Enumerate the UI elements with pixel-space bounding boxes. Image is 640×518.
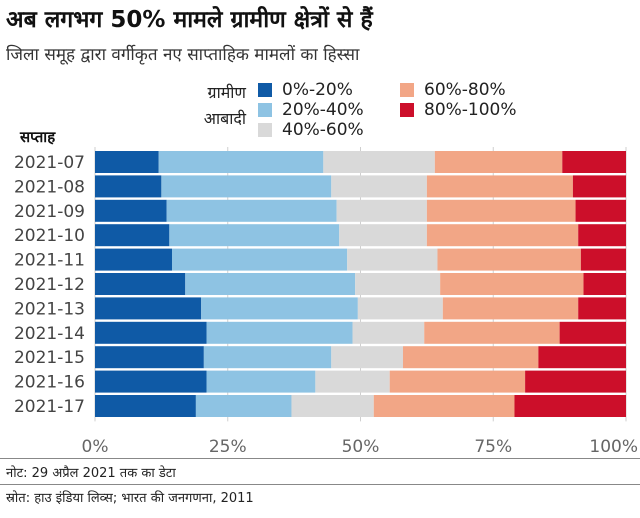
bar-segment-80-100 (572, 175, 626, 198)
bar-segment-60-80 (434, 151, 563, 173)
legend-title-line2: आबादी (203, 109, 246, 128)
y-axis-title: सप्ताह (20, 128, 56, 146)
bar-segment-40-60 (339, 224, 427, 247)
y-tick-label: 2021-15 (14, 348, 85, 368)
bar-segment-80-100 (583, 273, 626, 295)
bar-segment-40-60 (336, 199, 427, 222)
chart-note: नोट: 29 अप्रैल 2021 तक का डेटा (6, 466, 176, 481)
bar-segment-60-80 (373, 395, 515, 417)
legend-swatch (400, 83, 414, 97)
y-tick-label: 2021-08 (14, 177, 85, 197)
bar-segment-80-100 (514, 395, 626, 417)
bar-segment-20-40 (195, 395, 292, 417)
y-tick-label: 2021-16 (14, 373, 85, 393)
bar-segment-40-60 (323, 151, 435, 173)
chart-subtitle: जिला समूह द्वारा वर्गीकृत नए साप्ताहिक म… (6, 45, 360, 65)
bar-segment-20-40 (161, 175, 332, 198)
x-tick-label: 25% (209, 437, 247, 457)
y-tick-label: 2021-14 (14, 324, 85, 344)
bar-segment-0-20 (95, 224, 170, 247)
bar-segment-20-40 (158, 151, 324, 173)
bar-segment-20-40 (185, 273, 356, 295)
bar-segment-0-20 (95, 346, 204, 369)
bar-segment-0-20 (95, 175, 162, 198)
legend-item-80-100: 80%-100% (400, 100, 517, 120)
legend-label: 80%-100% (424, 100, 517, 120)
legend-item-0-20: 0%-20% (258, 80, 353, 100)
x-tick-label: 50% (342, 437, 380, 457)
legend-swatch (400, 103, 414, 117)
legend-label: 20%-40% (282, 100, 364, 120)
legend-item-20-40: 20%-40% (258, 100, 364, 120)
y-tick-label: 2021-07 (14, 153, 85, 173)
bar-segment-40-60 (315, 370, 390, 393)
bar-segment-0-20 (95, 199, 167, 222)
bar-segment-60-80 (389, 370, 526, 393)
y-tick-label: 2021-13 (14, 299, 85, 319)
note-divider (0, 458, 640, 459)
legend-title: ग्रामीण आबादी (168, 80, 246, 132)
bar-segment-20-40 (206, 321, 353, 344)
bar-segment-20-40 (203, 346, 332, 369)
y-tick-label: 2021-12 (14, 275, 85, 295)
bar-segment-20-40 (206, 370, 316, 393)
bar-segment-80-100 (578, 224, 626, 247)
y-tick-label: 2021-10 (14, 226, 85, 246)
y-tick-label: 2021-11 (14, 251, 85, 271)
bar-segment-0-20 (95, 297, 202, 320)
bar-segment-80-100 (575, 199, 626, 222)
bar-segment-60-80 (442, 297, 579, 320)
x-tick-label: 75% (474, 437, 512, 457)
bar-segment-0-20 (95, 273, 186, 295)
legend-swatch (258, 103, 272, 117)
bar-segment-40-60 (331, 175, 427, 198)
legend-swatch (258, 83, 272, 97)
bar-segment-60-80 (437, 248, 581, 271)
bar-segment-0-20 (95, 248, 172, 271)
bar-segment-60-80 (426, 224, 579, 247)
y-tick-label: 2021-17 (14, 397, 85, 417)
chart-title: अब लगभग 50% मामले ग्रामीण क्षेत्रों से ह… (6, 7, 373, 33)
bar-segment-80-100 (578, 297, 626, 320)
legend-item-60-80: 60%-80% (400, 80, 506, 100)
legend-title-line1: ग्रामीण (207, 83, 246, 102)
bar-segment-60-80 (426, 199, 576, 222)
legend-label: 60%-80% (424, 80, 506, 100)
bar-segment-80-100 (538, 346, 626, 369)
bar-segment-80-100 (525, 370, 626, 393)
bar-segment-60-80 (424, 321, 560, 344)
bar-segment-40-60 (352, 321, 425, 344)
legend-label: 0%-20% (282, 80, 353, 100)
bar-segment-0-20 (95, 395, 196, 417)
bar-segment-40-60 (331, 346, 403, 369)
source-divider (0, 484, 640, 485)
bar-segment-40-60 (355, 273, 441, 295)
legend-item-40-60: 40%-60% (258, 120, 364, 140)
legend-swatch (258, 123, 272, 137)
bar-segment-0-20 (95, 370, 207, 393)
bar-segment-80-100 (562, 151, 626, 173)
bar-segment-80-100 (559, 321, 626, 344)
x-tick-label: 100% (589, 437, 638, 457)
bar-segment-60-80 (402, 346, 539, 369)
bar-segment-20-40 (201, 297, 358, 320)
bar-segment-0-20 (95, 151, 159, 173)
bar-segment-80-100 (580, 248, 626, 271)
bar-segment-40-60 (357, 297, 443, 320)
chart-source: स्रोत: हाउ इंडिया लिव्स; भारत की जनगणना,… (6, 491, 254, 506)
bar-segment-20-40 (166, 199, 337, 222)
y-tick-label: 2021-09 (14, 202, 85, 222)
bar-segment-0-20 (95, 321, 207, 344)
bar-segment-60-80 (426, 175, 573, 198)
bar-segment-40-60 (347, 248, 438, 271)
bar-segment-20-40 (169, 224, 340, 247)
x-tick-label: 0% (82, 437, 109, 457)
bar-segment-20-40 (171, 248, 348, 271)
bar-segment-60-80 (440, 273, 584, 295)
bar-segment-40-60 (291, 395, 374, 417)
legend-label: 40%-60% (282, 120, 364, 140)
